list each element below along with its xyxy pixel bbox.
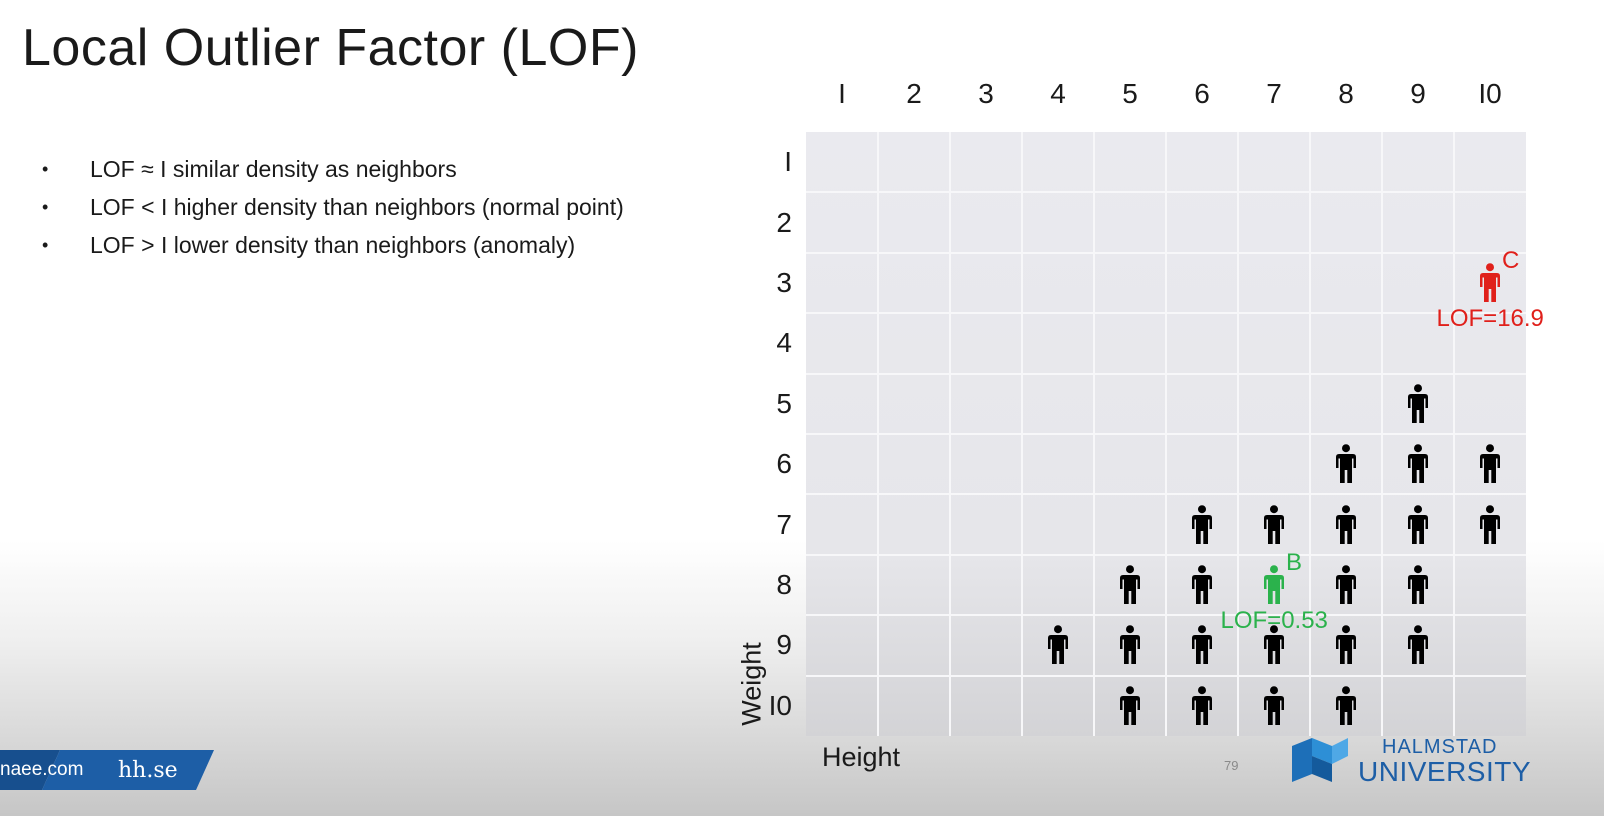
grid-line-vertical: [1453, 132, 1455, 736]
person-icon: [1335, 685, 1357, 726]
column-label: 5: [1122, 78, 1138, 109]
person-icon: [1263, 625, 1285, 665]
person-icon: [1407, 383, 1429, 424]
row-label: 2: [776, 206, 792, 238]
grid-line-horizontal: [806, 493, 1526, 496]
person-icon: [1119, 685, 1141, 726]
grid-line-horizontal: [806, 674, 1526, 677]
bullet-list: • LOF ≈ I similar density as neighbors •…: [40, 150, 624, 264]
column-label: 2: [906, 78, 922, 109]
bullet-item: • LOF < I higher density than neighbors …: [40, 188, 624, 226]
point-c-label: C: [1502, 247, 1520, 274]
logo-text-top: HALMSTAD: [1382, 736, 1498, 758]
bullet-item: • LOF ≈ I similar density as neighbors: [40, 150, 624, 188]
person-icon: [1407, 565, 1429, 605]
banner-text-right: hh.se: [118, 758, 178, 783]
grid-line-vertical: [1237, 132, 1239, 736]
point-b-label: B: [1286, 549, 1303, 576]
person-icon: [1335, 444, 1357, 484]
column-label: 7: [1266, 78, 1282, 109]
column-label: 3: [978, 78, 994, 109]
banner-shape: [0, 750, 214, 790]
row-label: 9: [776, 629, 792, 661]
row-label: I0: [768, 689, 792, 721]
grid-line-vertical: [1309, 132, 1311, 736]
y-axis-label: Weight: [736, 642, 767, 726]
row-label: 3: [776, 267, 792, 298]
person-icon: [1263, 685, 1285, 726]
column-label: 9: [1410, 78, 1426, 109]
person-icon: [1191, 625, 1213, 665]
row-label: 5: [776, 387, 792, 419]
height-weight-grid: [806, 132, 1526, 736]
person-icon: [1263, 504, 1285, 545]
footer-banner: naee.com hh.se: [0, 750, 214, 790]
person-icon: [1191, 504, 1213, 545]
person-b-icon: [1263, 565, 1285, 605]
point-c-lof-value: LOF=16.9: [1436, 305, 1544, 332]
person-icon: [1119, 625, 1141, 665]
bullet-item: • LOF > I lower density than neighbors (…: [40, 226, 624, 264]
bullet-text: LOF > I lower density than neighbors (an…: [90, 232, 576, 258]
person-icon: [1407, 625, 1429, 665]
logo-text-bottom: UNIVERSITY: [1358, 756, 1532, 787]
row-label: 6: [776, 448, 792, 480]
row-label: 8: [776, 569, 792, 600]
grid-line-horizontal: [806, 553, 1526, 556]
person-icon: [1047, 625, 1069, 665]
halmstad-university-logo: HALMSTAD UNIVERSITY: [1290, 732, 1532, 788]
column-label: I: [838, 78, 846, 109]
person-icon: [1479, 444, 1501, 484]
grid-line-horizontal: [806, 614, 1526, 617]
person-icon: [1335, 625, 1357, 665]
person-icon: [1335, 565, 1357, 605]
column-label: 8: [1338, 78, 1354, 109]
slide-title: Local Outlier Factor (LOF): [22, 19, 639, 77]
x-axis-label: Height: [822, 742, 901, 772]
person-icon: [1191, 685, 1213, 726]
bullet-dot: •: [42, 197, 49, 217]
row-label: 4: [776, 327, 792, 359]
person-icon: [1407, 504, 1429, 545]
bullet-dot: •: [42, 235, 49, 255]
column-label: 6: [1194, 78, 1210, 109]
page-number: 79: [1224, 758, 1239, 773]
person-c-icon: [1479, 263, 1501, 303]
person-icon: [1335, 504, 1357, 545]
grid-line-horizontal: [806, 433, 1526, 435]
row-label: I: [784, 146, 792, 178]
bullet-text: LOF ≈ I similar density as neighbors: [90, 156, 457, 182]
banner-text-left: naee.com: [0, 759, 84, 780]
column-label: I0: [1478, 78, 1502, 109]
logo-mark-icon: [1292, 738, 1348, 782]
person-icon: [1119, 565, 1141, 605]
row-label: 7: [776, 508, 792, 540]
bullet-text: LOF < I higher density than neighbors (n…: [90, 194, 624, 220]
column-label: 4: [1050, 78, 1066, 109]
person-icon: [1407, 444, 1429, 484]
bullet-dot: •: [42, 159, 49, 179]
grid-line-vertical: [1381, 132, 1383, 736]
person-icon: [1191, 565, 1213, 605]
point-b-lof-value: LOF=0.53: [1220, 607, 1328, 634]
person-icon: [1479, 504, 1501, 545]
